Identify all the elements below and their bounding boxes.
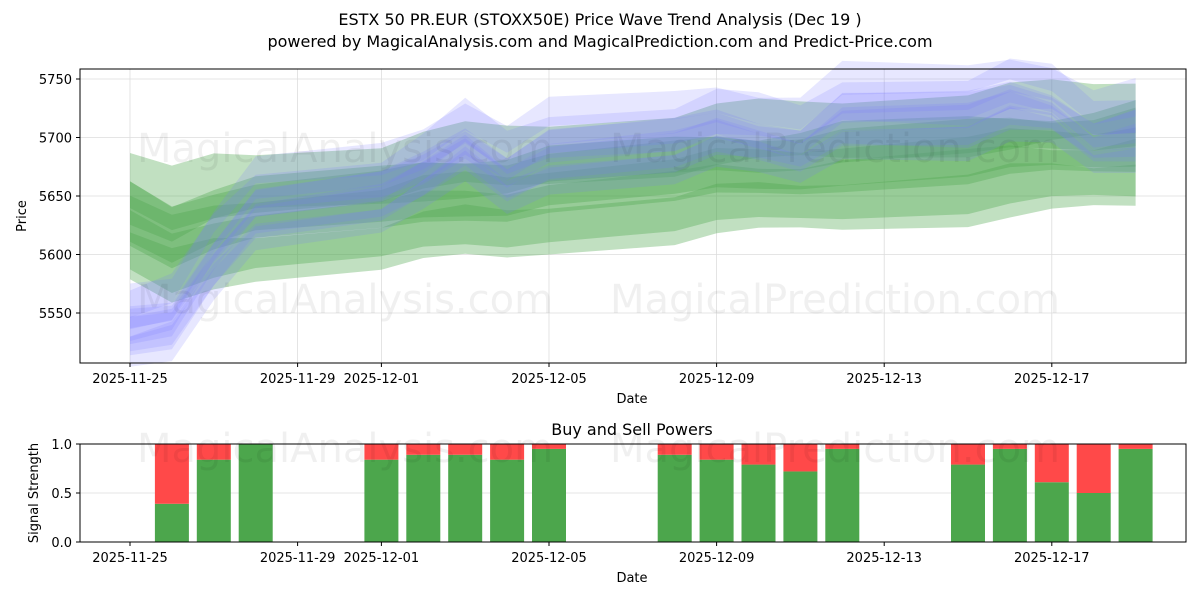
buy-bar	[951, 464, 985, 542]
signal-x-axis: 2025-11-25 2025-11-29 2025-12-01 2025-12-05…	[92, 542, 1090, 566]
sell-bar	[532, 444, 566, 449]
signal-x-label: Date	[616, 571, 647, 586]
sell-bar	[699, 444, 734, 460]
x-tick-label: 2025-11-25	[92, 551, 168, 566]
x-tick-label: 2025-11-25	[92, 372, 168, 387]
x-tick-label: 2025-11-29	[260, 551, 336, 566]
price-grid	[80, 69, 1186, 363]
sell-bar	[1118, 444, 1153, 449]
buy-bar	[448, 454, 483, 542]
watermark: MagicalAnalysis.com	[137, 277, 553, 323]
price-plot-frame	[79, 68, 1187, 364]
signal-y-label: Signal Strength	[27, 443, 42, 543]
sell-bar	[490, 444, 525, 460]
chart-title: ESTX 50 PR.EUR (STOXX50E) Price Wave Tre…	[338, 10, 862, 29]
buy-bar	[406, 454, 441, 542]
y-tick-label: 0.5	[51, 487, 72, 502]
sell-bar	[825, 444, 860, 449]
x-tick-label: 2025-12-13	[846, 372, 922, 387]
watermark: MagicalAnalysis.com	[137, 426, 553, 472]
x-tick-label: 2025-12-01	[344, 372, 420, 387]
watermark: MagicalPrediction.com	[610, 277, 1060, 323]
watermark: MagicalAnalysis.com	[137, 126, 553, 172]
price-x-axis: 2025-11-25 2025-11-29 2025-12-01 2025-12-05…	[92, 363, 1090, 387]
buy-bar	[1076, 493, 1111, 542]
price-wave-band	[130, 58, 1136, 329]
x-tick-label: 2025-12-01	[344, 551, 420, 566]
sell-bar	[448, 444, 483, 455]
x-tick-label: 2025-12-13	[846, 551, 922, 566]
sell-bar	[657, 444, 692, 455]
sell-bar	[1034, 444, 1069, 483]
y-tick-label: 5650	[39, 190, 72, 205]
x-tick-label: 2025-12-05	[511, 551, 587, 566]
buy-bar	[657, 454, 692, 542]
sell-bar	[992, 444, 1027, 449]
buy-sell-plot: Buy and Sell Powers MagicalAnalysis.com …	[27, 420, 1187, 586]
x-tick-label: 2025-12-05	[511, 372, 587, 387]
buy-bar	[238, 444, 273, 542]
y-tick-label: 0.0	[51, 536, 72, 551]
price-wave-plot: MagicalAnalysis.com MagicalPrediction.co…	[15, 58, 1187, 407]
x-tick-label: 2025-12-09	[679, 551, 755, 566]
y-tick-label: 5550	[39, 307, 72, 322]
buy-bar	[992, 448, 1027, 542]
trend-wave-band	[130, 127, 1136, 293]
sell-bar	[406, 444, 441, 455]
price-x-label: Date	[616, 392, 647, 407]
price-wave-band	[130, 84, 1136, 342]
price-wave-band	[130, 89, 1136, 356]
price-y-axis: 5550 5600 5650 5700 5750	[39, 73, 80, 322]
y-tick-label: 1.0	[51, 438, 72, 453]
watermark: MagicalPrediction.com	[610, 426, 1060, 472]
signal-bars	[154, 444, 1153, 542]
y-tick-label: 5700	[39, 132, 72, 147]
price-y-label: Price	[15, 200, 30, 232]
signal-y-axis: 0.0 0.5 1.0	[51, 438, 80, 551]
y-tick-label: 5750	[39, 73, 72, 88]
buy-bar	[699, 459, 734, 542]
sell-bar	[783, 444, 818, 472]
x-tick-label: 2025-11-29	[260, 372, 336, 387]
price-wave-band	[130, 81, 1136, 330]
trend-wave-band	[130, 107, 1136, 263]
trend-wave-band	[130, 100, 1136, 242]
price-wave-band	[130, 91, 1136, 345]
wave-bands	[130, 58, 1136, 367]
x-tick-label: 2025-12-17	[1014, 551, 1090, 566]
sell-bar	[741, 444, 776, 465]
x-tick-label: 2025-12-09	[679, 372, 755, 387]
buy-bar	[364, 459, 399, 542]
buy-bar	[783, 471, 818, 542]
buy-bar	[196, 459, 231, 542]
buy-bar	[1118, 448, 1153, 542]
watermark: MagicalPrediction.com	[610, 126, 1060, 172]
price-wave-band	[130, 59, 1136, 318]
sell-bar	[1076, 444, 1111, 493]
buy-bar	[741, 464, 776, 542]
price-wave-band	[130, 107, 1136, 367]
sell-bar	[364, 444, 399, 460]
trend-wave-band	[130, 138, 1136, 269]
buy-bar	[825, 448, 860, 542]
trend-wave-band	[130, 79, 1136, 231]
sell-bar	[196, 444, 231, 460]
chart-subtitle: powered by MagicalAnalysis.com and Magic…	[267, 32, 933, 51]
buy-bar	[1034, 482, 1069, 542]
buy-bar	[490, 459, 525, 542]
buy-sell-title: Buy and Sell Powers	[551, 420, 713, 439]
sell-bar	[951, 444, 985, 465]
sell-bar	[154, 444, 189, 504]
trend-wave-band	[130, 163, 1136, 303]
buy-bar	[532, 448, 566, 542]
buy-bar	[154, 503, 189, 542]
x-tick-label: 2025-12-17	[1014, 372, 1090, 387]
y-tick-label: 5600	[39, 249, 72, 264]
